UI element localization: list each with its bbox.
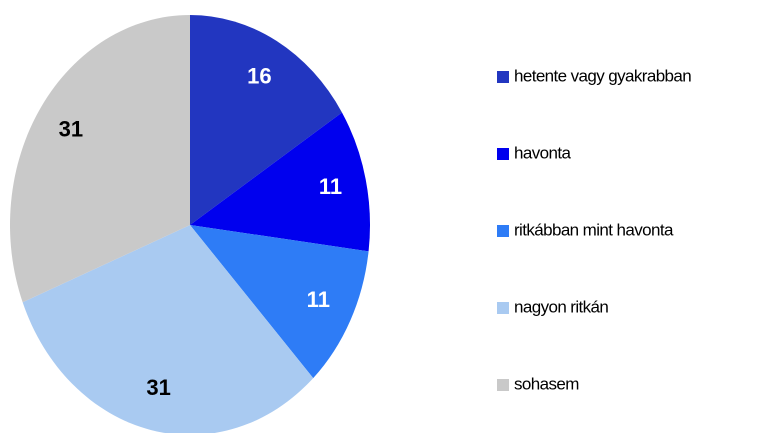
legend-swatch [497,225,509,237]
pie-slice [190,112,370,252]
legend-swatch [497,71,509,83]
legend-label: nagyon ritkán [514,297,608,316]
pie-slice [9,15,191,303]
legend-label: havonta [514,143,571,162]
legend-swatch [497,148,509,160]
legend-swatch [497,379,509,391]
data-label: 11 [319,174,342,199]
legend-label: sohasem [514,374,579,393]
legend-label: ritkábban mint havonta [514,220,674,239]
data-label: 11 [307,287,330,312]
data-label: 16 [247,64,271,89]
pie-slice [190,225,369,379]
legend-label: hetente vagy gyakrabban [514,66,691,85]
pie-slice [190,15,342,225]
pie-slice [22,225,314,433]
data-label: 31 [146,375,170,400]
legend-swatch [497,302,509,314]
data-label: 31 [59,116,83,141]
